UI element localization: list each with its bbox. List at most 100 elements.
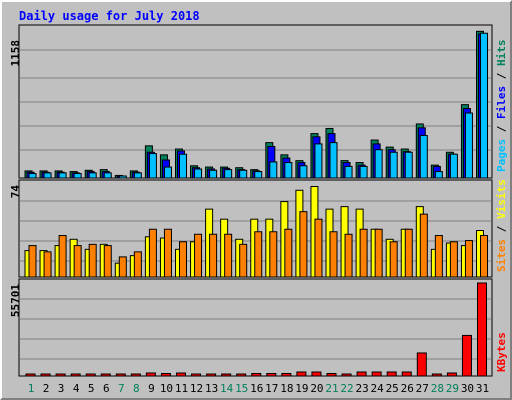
kbytes-bar [341, 373, 352, 377]
pages-bar [239, 169, 248, 179]
sites-bar [314, 218, 323, 278]
kbytes-bar [311, 371, 322, 377]
sites-bar [118, 256, 127, 278]
x-day-label: 10 [160, 382, 173, 395]
pages-bar [419, 135, 428, 179]
pages-bar [209, 169, 218, 179]
sites-bar [404, 228, 413, 278]
visits-sites-bars [24, 186, 488, 278]
sites-bar [254, 231, 263, 278]
pages-bar [254, 171, 263, 179]
x-day-label: 27 [416, 382, 429, 395]
sites-bar [434, 235, 443, 278]
x-day-label: 30 [461, 382, 474, 395]
x-day-label: 6 [103, 382, 110, 395]
x-day-label: 2 [43, 382, 50, 395]
kbytes-bar [145, 372, 156, 377]
kbytes-gridlines [20, 298, 491, 360]
x-day-label: 26 [401, 382, 414, 395]
sites-bar [28, 245, 37, 278]
x-day-label: 16 [250, 382, 263, 395]
pages-bar [88, 172, 97, 179]
pages-bar [284, 162, 293, 179]
x-day-label: 28 [431, 382, 444, 395]
legend-kbytes: KBytes [495, 332, 508, 372]
sites-bar [179, 241, 187, 278]
kbytes-panel: 55701 KBytes [9, 278, 508, 377]
x-day-label: 11 [175, 382, 188, 395]
x-day-label: 19 [295, 382, 308, 395]
x-day-label: 23 [355, 382, 368, 395]
kbytes-bar [431, 373, 442, 377]
pages-bar [163, 166, 172, 179]
sites-bar [239, 243, 248, 278]
sites-bar [344, 233, 353, 278]
legend-sites: Sites [495, 239, 508, 272]
sites-bar [88, 243, 97, 278]
pages-bar [103, 172, 112, 179]
pages-bar [329, 142, 338, 179]
pages-bar [359, 165, 368, 179]
pages-bar [480, 32, 488, 179]
kbytes-bar [446, 372, 457, 377]
kbytes-bar [477, 282, 487, 377]
sites-bar [209, 233, 218, 278]
sites-bar [58, 235, 67, 278]
x-day-label: 31 [476, 382, 489, 395]
kbytes-bar [371, 371, 382, 377]
kbytes-bar [85, 373, 96, 377]
sites-bar [464, 240, 473, 278]
x-day-label: 13 [205, 382, 218, 395]
x-day-label: 22 [340, 382, 353, 395]
sites-bar [224, 233, 233, 278]
sites-bar [419, 213, 428, 278]
kbytes-bar [130, 373, 141, 377]
x-day-label: 1 [28, 382, 35, 395]
hits-ymax-label: 1158 [9, 40, 22, 67]
pages-bar [73, 172, 82, 179]
x-day-label: 20 [310, 382, 323, 395]
x-day-label: 24 [371, 382, 385, 395]
kbytes-bar [206, 373, 217, 377]
kbytes-bar [25, 373, 36, 377]
x-day-label: 5 [88, 382, 95, 395]
kbytes-bar [100, 373, 111, 377]
kbytes-bar [160, 372, 171, 377]
kbytes-bar [281, 372, 292, 377]
x-day-label: 18 [280, 382, 293, 395]
pages-bar [344, 165, 353, 179]
visits-panel: 74 Sites / Visits [9, 179, 508, 278]
x-day-label: 21 [325, 382, 338, 395]
legend-sep-3: / [495, 219, 508, 239]
pages-bar [389, 151, 398, 179]
sites-bar [449, 241, 458, 278]
pages-bar [374, 149, 383, 179]
legend-hits: Hits [495, 40, 508, 67]
kbytes-bar [296, 371, 307, 377]
kbytes-bar [326, 372, 337, 377]
kbytes-bar [191, 373, 202, 377]
sites-bar [374, 228, 383, 278]
pages-bar [464, 112, 473, 179]
sites-bar [359, 228, 368, 278]
x-day-label: 7 [118, 382, 125, 395]
pages-bar [43, 172, 52, 179]
kbytes-bar [386, 371, 397, 377]
x-axis-day-labels: 1 2 3 4 5 6 7 8 9 10 11 12 13 14 15 16 17 18 19 20 21 22 23 24 2… [28, 382, 489, 395]
x-day-label: 12 [190, 382, 203, 395]
kbytes-bar [55, 373, 66, 377]
pages-bar [314, 143, 323, 179]
sites-bar [299, 211, 308, 278]
sites-bar [284, 228, 293, 278]
pages-bar [118, 175, 127, 179]
hits-legend: Pages / Files / Hits [495, 40, 508, 173]
sites-bar [43, 251, 52, 278]
kbytes-bar [266, 372, 277, 377]
kbytes-ymax-label: 55701 [9, 284, 22, 317]
legend-files: Files [495, 86, 508, 119]
pages-bar [224, 169, 233, 179]
pages-bar [194, 168, 203, 179]
chart-title: Daily usage for July 2018 [19, 9, 200, 23]
kbytes-bar [356, 371, 367, 377]
